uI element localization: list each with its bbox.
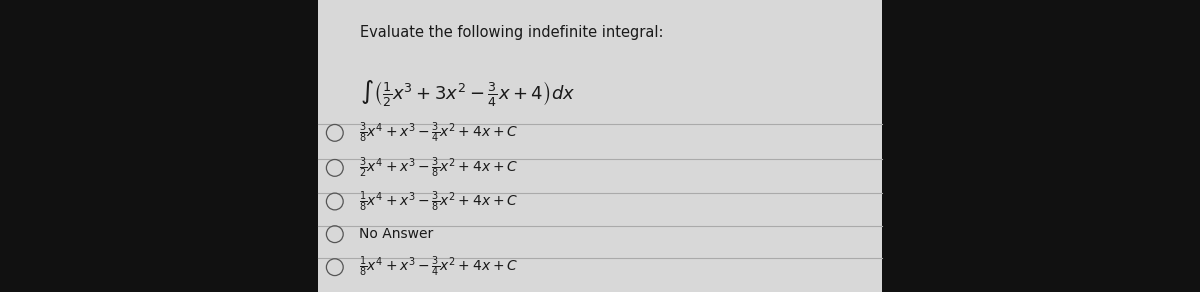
Text: Evaluate the following indefinite integral:: Evaluate the following indefinite integr…: [360, 25, 664, 40]
Text: $\frac{3}{2}x^4 + x^3 - \frac{3}{8}x^2 + 4x + C$: $\frac{3}{2}x^4 + x^3 - \frac{3}{8}x^2 +…: [359, 156, 517, 180]
Text: $\frac{3}{8}x^4 + x^3 - \frac{3}{4}x^2 + 4x + C$: $\frac{3}{8}x^4 + x^3 - \frac{3}{4}x^2 +…: [359, 121, 517, 145]
Text: $\int \left(\frac{1}{2}x^3 + 3x^2 - \frac{3}{4}x + 4\right) dx$: $\int \left(\frac{1}{2}x^3 + 3x^2 - \fra…: [360, 79, 575, 109]
Text: $\frac{1}{8}x^4 + x^3 - \frac{3}{4}x^2 + 4x + C$: $\frac{1}{8}x^4 + x^3 - \frac{3}{4}x^2 +…: [359, 255, 517, 279]
Text: No Answer: No Answer: [359, 227, 433, 241]
FancyBboxPatch shape: [318, 0, 882, 292]
Text: $\frac{1}{8}x^4 + x^3 - \frac{3}{8}x^2 + 4x + C$: $\frac{1}{8}x^4 + x^3 - \frac{3}{8}x^2 +…: [359, 189, 517, 214]
